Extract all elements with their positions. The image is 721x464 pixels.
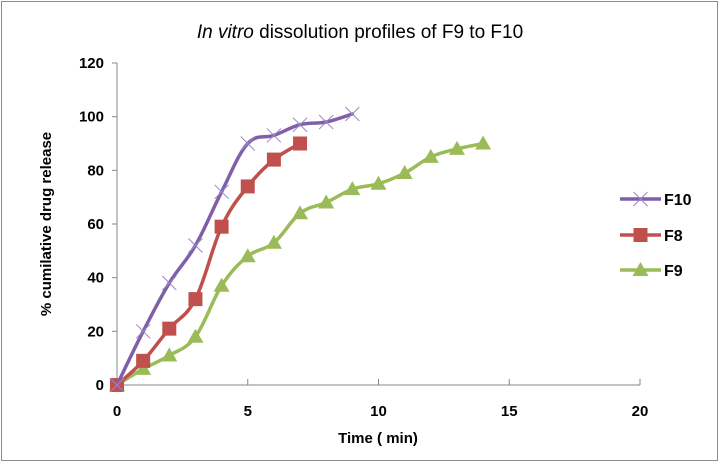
legend-item-f10-marker — [633, 191, 648, 207]
series-f10-marker — [161, 275, 177, 291]
series-f8 — [110, 136, 308, 392]
series-f9-marker — [344, 181, 361, 196]
chart-title: In vitro dissolution profiles of F9 to F… — [197, 22, 523, 43]
legend-item-f8-label: F8 — [664, 228, 683, 245]
series-f9-marker — [265, 234, 282, 249]
series-layer — [109, 106, 492, 393]
x-tick-label: 10 — [370, 403, 387, 420]
series-f9-marker — [396, 165, 413, 180]
legend-item-f10-label: F10 — [664, 192, 692, 209]
series-f8-marker — [293, 136, 308, 151]
legend-item-f9: F9 — [620, 262, 683, 280]
series-f9-marker — [239, 248, 256, 263]
series-f10-marker — [292, 117, 308, 133]
legend-item-f9-marker — [632, 262, 649, 276]
chart-title-italic: In vitro — [197, 22, 254, 43]
series-f9-marker — [318, 194, 335, 209]
y-tick-label: 40 — [87, 270, 104, 287]
series-f9-marker — [370, 175, 387, 190]
series-f9-line — [115, 141, 485, 387]
series-f10-marker — [135, 323, 151, 339]
series-f10-marker — [188, 238, 203, 253]
series-f10-marker — [266, 128, 282, 143]
legend-item-f8: F8 — [620, 228, 683, 245]
series-f9 — [109, 135, 492, 391]
series-f8-marker — [188, 292, 203, 307]
y-tick-label: 60 — [87, 216, 104, 233]
series-f10-marker — [344, 106, 360, 122]
legend-item-f9-label: F9 — [664, 263, 683, 280]
series-f9-marker — [448, 140, 465, 155]
series-f10 — [109, 106, 360, 393]
y-tick-label: 20 — [87, 323, 104, 340]
x-tick-label: 15 — [501, 403, 518, 420]
series-f8-marker — [136, 353, 151, 368]
y-tick-label: 100 — [79, 109, 104, 126]
legend: F10 F8 F9 — [620, 191, 692, 280]
series-f8-marker — [214, 219, 229, 234]
series-f10-marker — [214, 184, 229, 200]
chart-title-rest: dissolution profiles of F9 to F10 — [254, 22, 523, 43]
series-f8-line — [115, 141, 302, 387]
series-f10-marker — [240, 136, 256, 151]
series-f8-marker — [240, 179, 255, 194]
series-f9-marker — [292, 205, 309, 220]
series-f9-marker — [161, 347, 178, 362]
series-f10-marker — [109, 377, 125, 393]
x-tick-label: 20 — [632, 403, 649, 420]
x-tick-label: 0 — [113, 403, 121, 420]
x-axis-title: Time ( min) — [338, 430, 418, 447]
series-f9-marker — [213, 277, 230, 292]
series-f9-marker — [135, 360, 152, 375]
legend-item-f8-marker — [633, 228, 648, 242]
series-f8-marker — [266, 152, 281, 167]
series-f9-marker — [422, 148, 439, 163]
y-tick-label: 120 — [79, 55, 104, 72]
series-f8-marker — [162, 321, 177, 336]
legend-item-f10: F10 — [620, 191, 692, 209]
y-ticks: 0 20 40 60 80 100 120 — [79, 55, 117, 394]
y-tick-label: 80 — [87, 162, 104, 179]
series-f9-marker — [475, 135, 492, 150]
series-f10-marker — [318, 114, 334, 130]
x-tick-label: 5 — [244, 403, 252, 420]
y-axis-title: % cumilative drug release — [38, 132, 55, 316]
series-f9-marker — [187, 328, 204, 343]
y-tick-label: 0 — [96, 377, 104, 394]
series-f10-line — [115, 112, 355, 387]
